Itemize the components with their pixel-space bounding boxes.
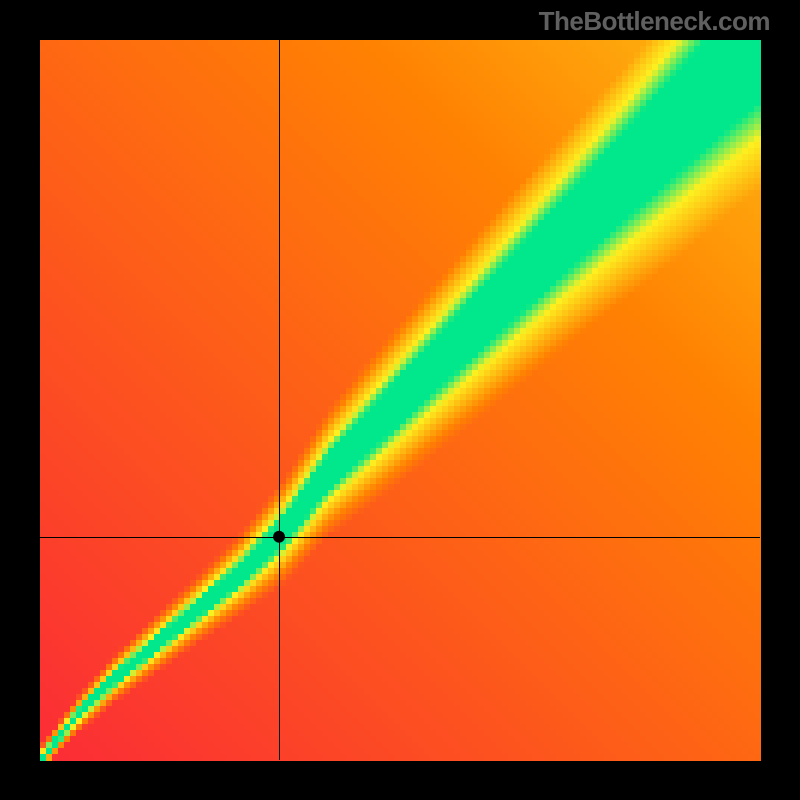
chart-container: { "attribution": { "text": "TheBottlenec… [0, 0, 800, 800]
attribution-text: TheBottleneck.com [539, 6, 770, 37]
bottleneck-heatmap [0, 0, 800, 800]
